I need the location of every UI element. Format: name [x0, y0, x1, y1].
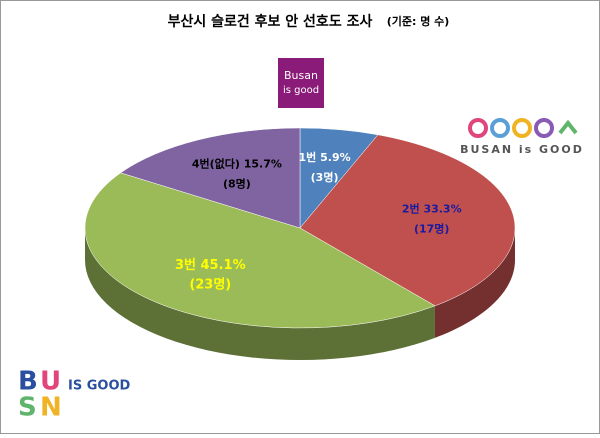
slice-label: 4번(없다) 15.7% — [192, 156, 282, 170]
logo-glyph — [558, 119, 578, 135]
logo-text: is good — [283, 85, 319, 96]
value-label: 33.3% — [423, 202, 461, 215]
logo-top: Busan is good — [278, 58, 324, 108]
logo-glyph — [534, 118, 554, 138]
logo-text: Busan — [284, 69, 318, 82]
count-label: (17명) — [414, 221, 449, 235]
logo-text: IS GOOD — [68, 379, 130, 394]
logo-bottom-left: B U S N IS GOOD — [18, 367, 130, 423]
slice — [84, 172, 436, 329]
logo-glyph — [490, 118, 510, 138]
slice-label: 1번 5.9% — [298, 150, 350, 164]
count-label: (8명) — [223, 176, 251, 190]
logo-glyph: S — [18, 393, 37, 423]
category-label: 2번 — [402, 201, 420, 215]
slice-label: 2번 33.3% — [402, 201, 462, 215]
slice-side — [85, 228, 435, 360]
slice — [120, 127, 301, 229]
category-label: 1번 — [298, 150, 316, 164]
slice — [299, 134, 516, 307]
value-label: 5.9% — [320, 151, 351, 164]
logo-text: BUSAN is GOOD — [460, 143, 584, 156]
count-label: (3명) — [311, 170, 339, 184]
value-label: 45.1% — [201, 257, 246, 272]
count-label: (23명) — [189, 276, 231, 292]
value-label: 15.7% — [244, 157, 282, 170]
logo-glyph — [468, 118, 488, 138]
logo-right: BUSAN is GOOD — [460, 118, 584, 156]
chart-subtitle: (기준: 명 수) — [387, 14, 450, 28]
logo-glyph — [512, 118, 532, 138]
logo-glyph: U — [40, 367, 61, 397]
chart-title: 부산시 슬로건 후보 안 선호도 조사 — [168, 13, 373, 30]
slice-label: 3번 45.1% — [175, 257, 246, 272]
logo-glyph: N — [40, 393, 62, 423]
category-label: 3번 — [175, 257, 196, 272]
logo-glyph: B — [18, 367, 38, 397]
slice-side — [434, 228, 515, 338]
category-label: 4번(없다) — [192, 156, 240, 170]
logo-box — [278, 58, 324, 108]
